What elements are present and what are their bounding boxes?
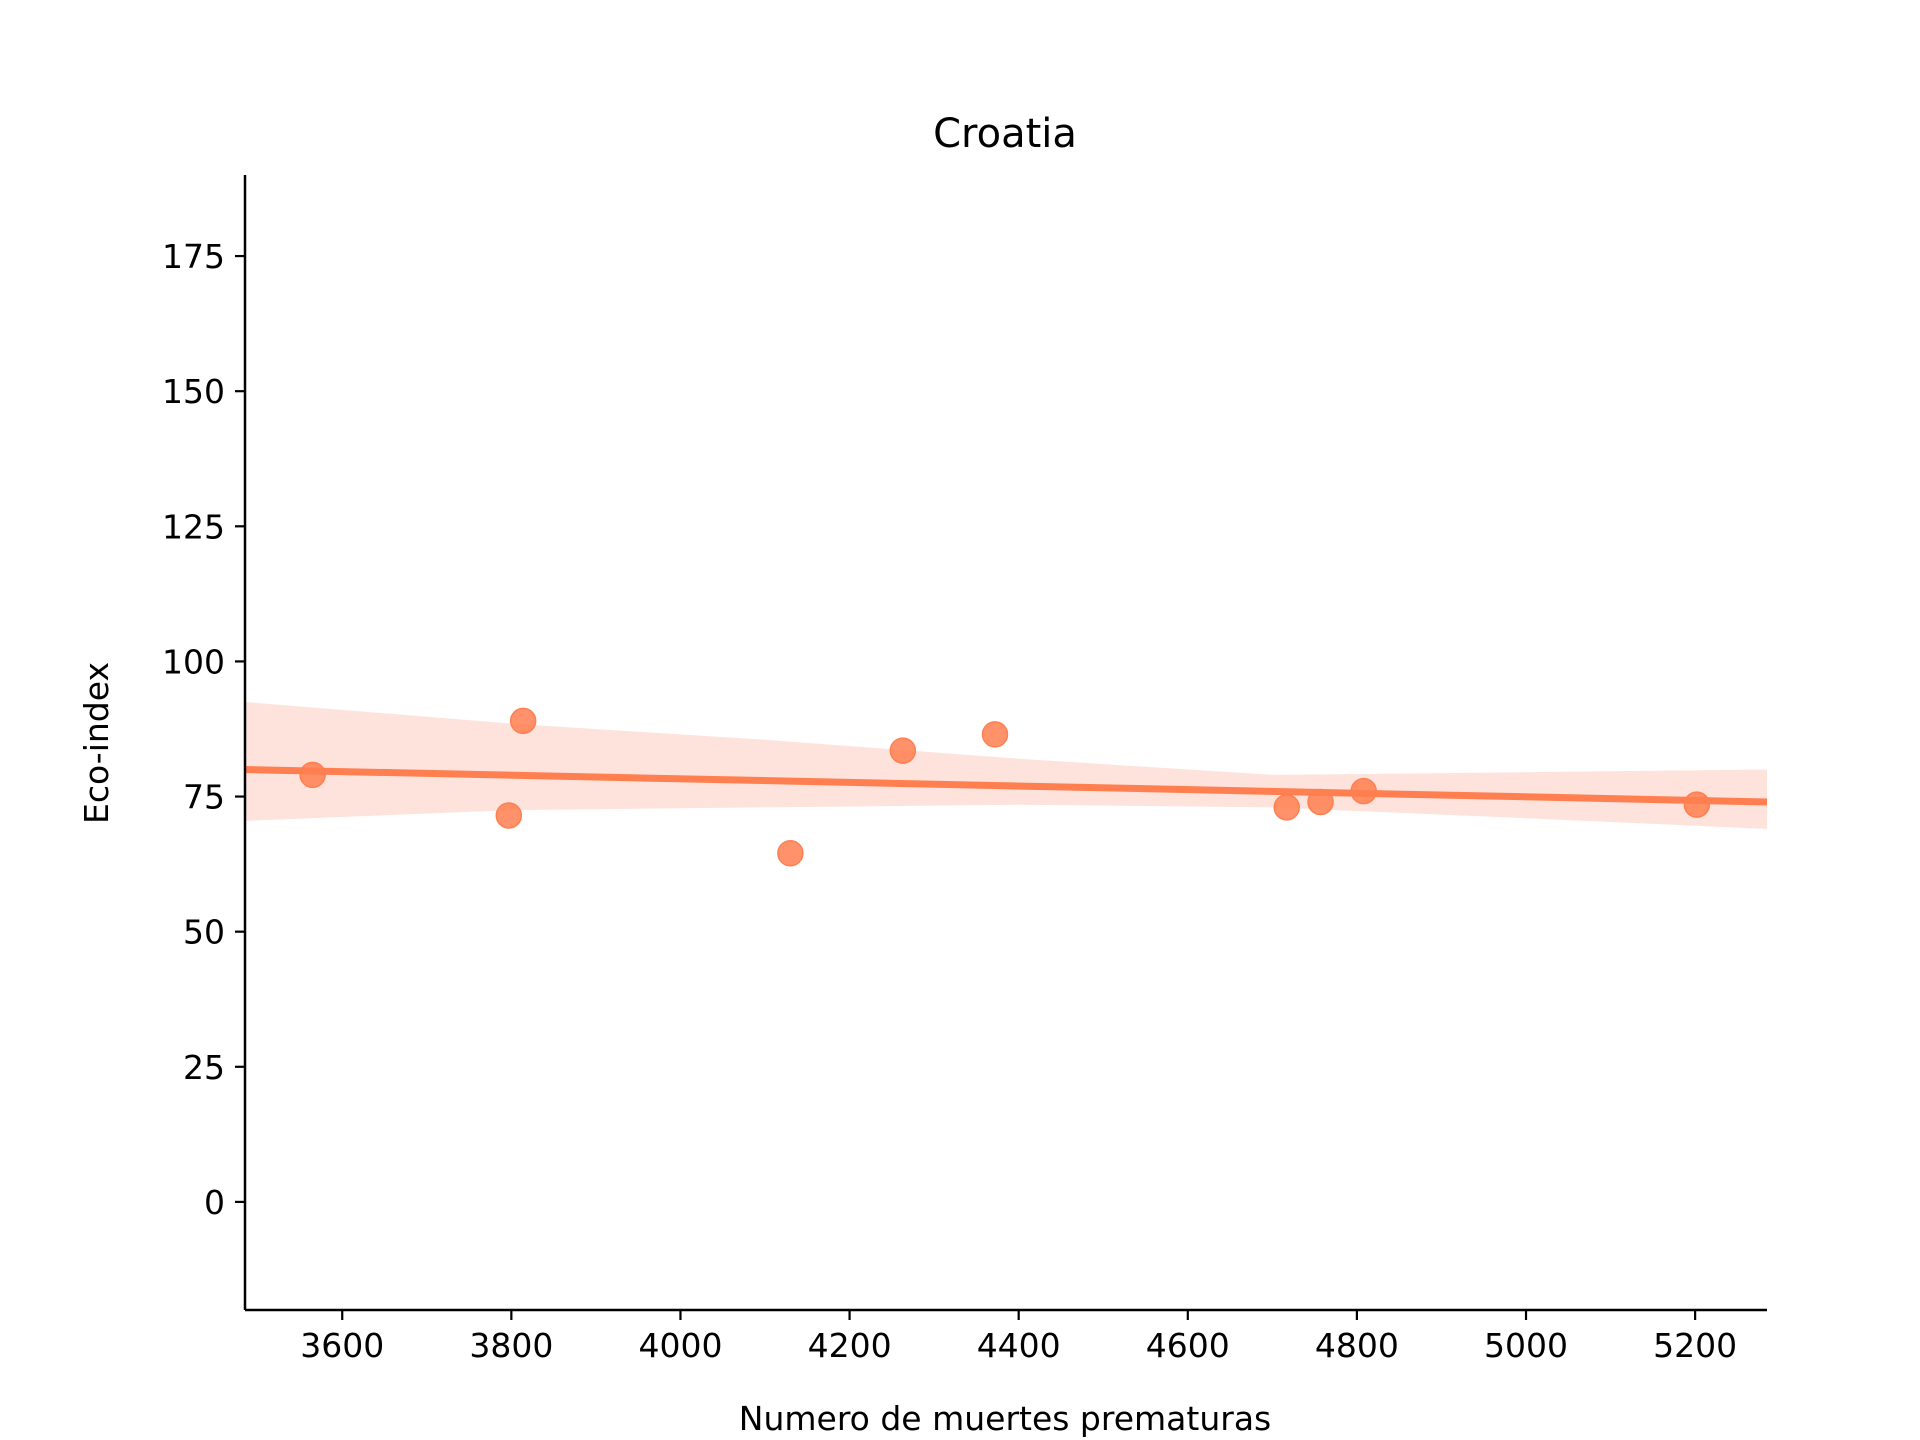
x-ticks: 3600 3800 4000 4200 4400 4600 4800 5000 5200 <box>300 1310 1737 1365</box>
x-tick-label: 3800 <box>469 1326 553 1365</box>
y-tick-label: 50 <box>183 913 225 952</box>
data-point <box>299 761 326 789</box>
x-tick-label: 5200 <box>1653 1326 1737 1365</box>
regression-line <box>244 766 1768 806</box>
data-points-layer <box>299 707 1711 867</box>
x-axis-title: Numero de muertes prematuras <box>739 1399 1271 1438</box>
x-tick-label: 4400 <box>977 1326 1061 1365</box>
confidence-band <box>245 702 1767 829</box>
data-point <box>1683 791 1711 818</box>
y-ticks: 0 25 50 75 100 125 150 175 <box>162 237 245 1222</box>
x-tick-label: 3600 <box>300 1326 384 1365</box>
axes <box>243 175 1767 1312</box>
data-point <box>509 707 537 735</box>
x-tick-label: 4200 <box>808 1326 892 1365</box>
regression-line-layer <box>244 766 1768 806</box>
y-tick-label: 175 <box>162 237 225 276</box>
data-point <box>1307 788 1334 816</box>
y-axis-title: Eco-index <box>77 662 116 824</box>
data-point <box>1350 777 1377 805</box>
data-point <box>1273 794 1300 821</box>
y-tick-label: 100 <box>162 642 225 681</box>
confidence-band-layer <box>245 702 1767 829</box>
data-point <box>777 840 804 867</box>
y-tick-label: 25 <box>183 1048 225 1087</box>
data-point <box>889 737 917 764</box>
data-point <box>495 802 523 829</box>
chart-title: Croatia <box>933 111 1077 157</box>
x-tick-label: 5000 <box>1484 1326 1568 1365</box>
y-tick-label: 125 <box>162 507 225 546</box>
y-tick-label: 0 <box>204 1183 225 1222</box>
data-point <box>981 721 1009 748</box>
x-tick-label: 4600 <box>1146 1326 1230 1365</box>
x-tick-label: 4000 <box>638 1326 722 1365</box>
y-tick-label: 150 <box>162 372 225 411</box>
x-tick-label: 4800 <box>1315 1326 1399 1365</box>
y-tick-label: 75 <box>183 778 225 817</box>
